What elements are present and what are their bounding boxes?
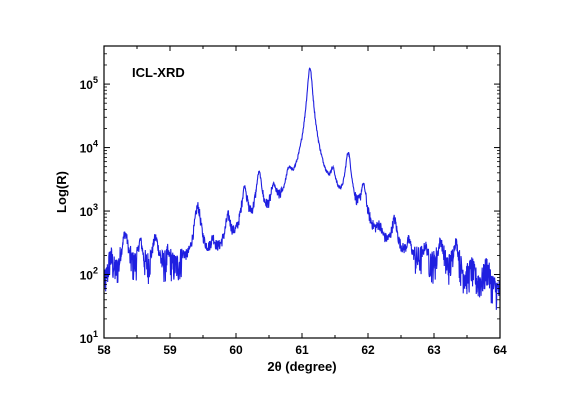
y-tick-label: 103	[80, 202, 98, 219]
x-tick-label: 58	[97, 343, 111, 357]
y-tick-label: 101	[80, 329, 98, 346]
x-tick-label: 60	[229, 343, 243, 357]
y-tick-label: 104	[80, 139, 98, 156]
x-tick-label: 61	[295, 343, 309, 357]
intensity-curve	[104, 67, 500, 310]
x-tick-label: 62	[361, 343, 375, 357]
x-axis-title: 2θ (degree)	[267, 359, 336, 374]
y-tick-label: 102	[80, 266, 98, 283]
x-tick-label: 63	[427, 343, 441, 357]
chart-annotation: ICL-XRD	[132, 65, 185, 80]
x-axis: 58 59 60 61 62 63 64	[97, 46, 507, 357]
plot-frame	[103, 45, 501, 339]
y-axis-title: Log(R)	[54, 171, 69, 213]
y-tick-label: 105	[80, 75, 98, 92]
x-tick-label: 59	[163, 343, 177, 357]
y-axis: 101 102 103 104 105	[80, 53, 500, 346]
x-tick-label: 64	[493, 343, 507, 357]
